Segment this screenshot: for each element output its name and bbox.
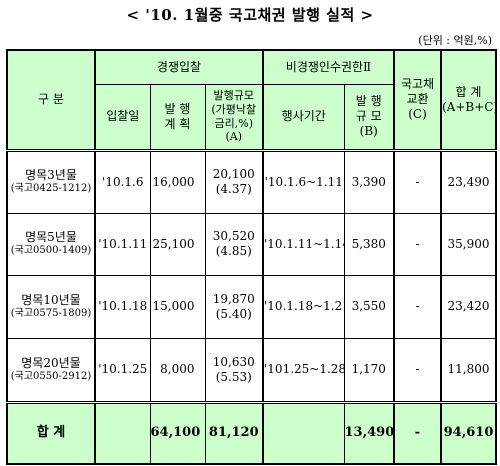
row-planned: 25,100 — [149, 212, 206, 276]
row-size-b: 3,390 — [343, 149, 395, 214]
row-size-b: 5,380 — [343, 212, 395, 276]
table-row: 명목5년물 (국고0500-1409) '10.1.11 25,100 30,5… — [6, 212, 497, 276]
header-bid-date: 입찰일 — [94, 83, 151, 152]
row-exchange: - — [393, 212, 442, 276]
row-exchange: - — [393, 274, 442, 339]
row-issued: 10,630 (5.53) — [204, 337, 264, 404]
row-period: '10.1.6~1.11 — [262, 149, 345, 214]
total-row: 합 계 64,100 81,120 13,490 - 94,610 — [6, 401, 497, 465]
row-total: 23,420 — [440, 274, 497, 339]
row-bid-date: '10.1.6 — [94, 149, 151, 214]
row-bid-date: '10.1.18 — [94, 274, 151, 339]
total-issued: 81,120 — [204, 401, 264, 465]
row-exchange: - — [393, 149, 442, 214]
header-category: 구 분 — [6, 49, 96, 152]
total-planned: 64,100 — [149, 401, 206, 465]
row-exchange: - — [393, 337, 442, 404]
row-issued: 30,520 (4.85) — [204, 212, 264, 276]
header-noncompetitive: 비경쟁인수권한Ⅱ — [262, 49, 395, 85]
header-exchange: 국고채 교환 (C) — [393, 49, 442, 152]
page-title: < '10. 1월중 국고채권 발행 실적 > — [126, 6, 374, 24]
header-planned: 발 행 계 획 — [149, 83, 206, 152]
row-bid-date: '10.1.11 — [94, 212, 151, 276]
row-period: '10.1.18~1.21 — [262, 274, 345, 339]
row-name: 명목3년물 (국고0425-1212) — [6, 149, 96, 214]
total-total: 94,610 — [440, 401, 497, 465]
row-issued: 20,100 (4.37) — [204, 149, 264, 214]
row-planned: 15,000 — [149, 274, 206, 339]
row-size-b: 1,170 — [343, 337, 395, 404]
header-issue-size-b: 발 행 규 모 (B) — [343, 83, 395, 152]
header-exercise-period: 행사기간 — [262, 83, 345, 152]
table-row: 명목3년물 (국고0425-1212) '10.1.6 16,000 20,10… — [6, 149, 497, 214]
row-name: 명목20년물 (국고0550-2912) — [6, 337, 96, 404]
total-label: 합 계 — [6, 401, 96, 465]
issuance-table: 구 분 경쟁입찰 비경쟁인수권한Ⅱ 국고채 교환 (C) 합 계 (A+B+C)… — [6, 49, 497, 465]
table-row: 명목20년물 (국고0550-2912) '10.1.25 8,000 10,6… — [6, 337, 497, 404]
unit-label: (단위 : 억원,%) — [418, 34, 492, 47]
row-size-b: 3,550 — [343, 274, 395, 339]
row-planned: 8,000 — [149, 337, 206, 404]
row-name: 명목5년물 (국고0500-1409) — [6, 212, 96, 276]
row-period: '10.1.11~1.14 — [262, 212, 345, 276]
table-row: 명목10년물 (국고0575-1809) '10.1.18 15,000 19,… — [6, 274, 497, 339]
row-bid-date: '10.1.25 — [94, 337, 151, 404]
header-competitive: 경쟁입찰 — [94, 49, 264, 85]
header-issued: 발행규모 (가평낙찰 금리,%) (A) — [204, 83, 264, 152]
total-bid-date — [94, 401, 151, 465]
total-size-b: 13,490 — [343, 401, 395, 465]
row-period: '101.25~1.28 — [262, 337, 345, 404]
total-exchange: - — [393, 401, 442, 465]
row-total: 35,900 — [440, 212, 497, 276]
row-name: 명목10년물 (국고0575-1809) — [6, 274, 96, 339]
row-total: 23,490 — [440, 149, 497, 214]
row-total: 11,800 — [440, 337, 497, 404]
row-issued: 19,870 (5.40) — [204, 274, 264, 339]
total-period — [262, 401, 345, 465]
header-total: 합 계 (A+B+C) — [440, 49, 497, 152]
row-planned: 16,000 — [149, 149, 206, 214]
